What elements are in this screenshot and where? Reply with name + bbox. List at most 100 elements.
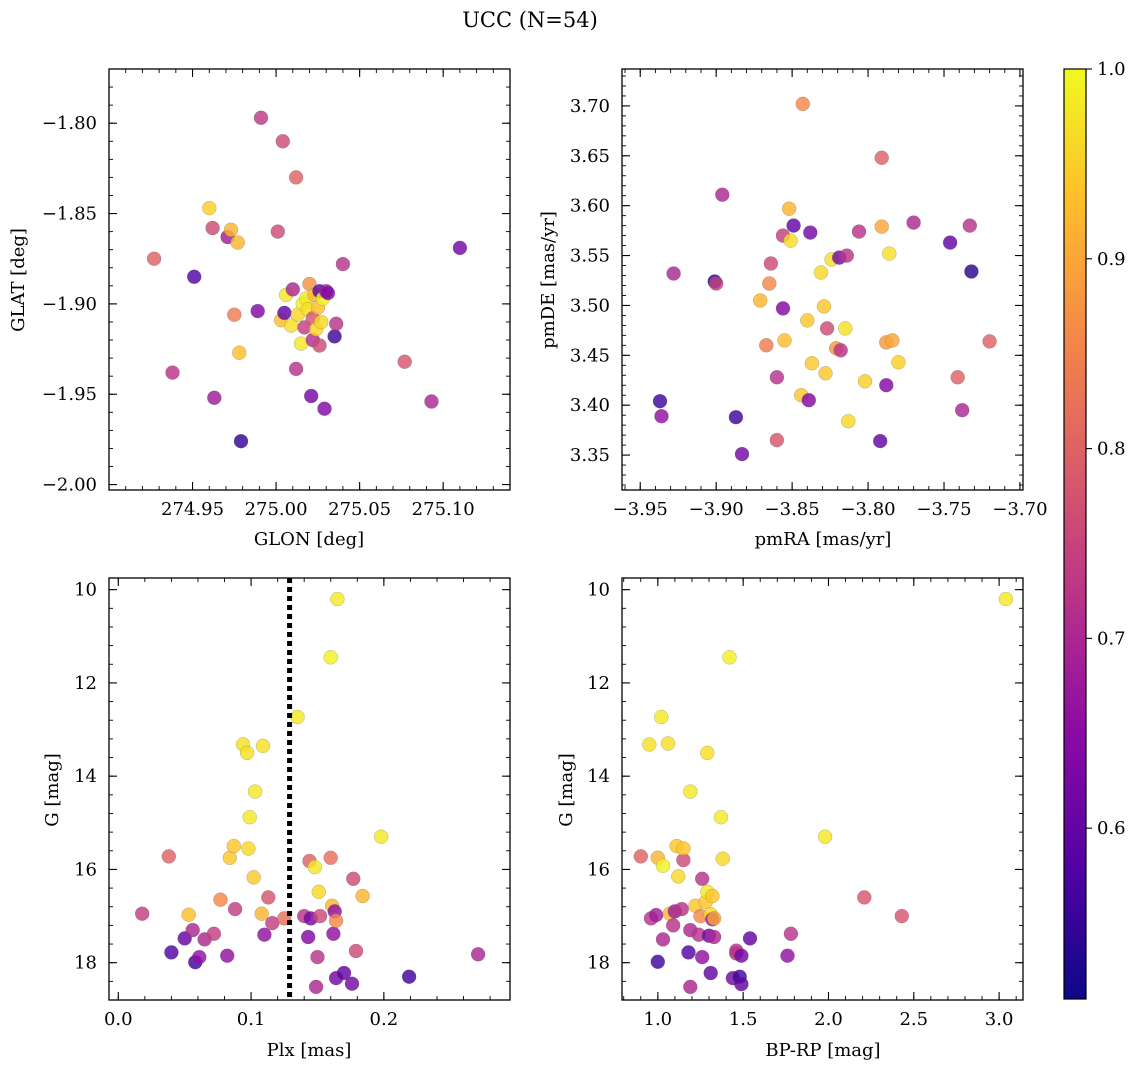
x-tick-label: 0.1 bbox=[237, 1009, 266, 1030]
data-point bbox=[759, 338, 774, 353]
data-point bbox=[819, 321, 835, 336]
data-point bbox=[134, 906, 150, 921]
panel-pmra-pmde: pmRA [mas/yr] pmDE [mas/yr] −3.95 −3.90 −3… bbox=[538, 68, 1048, 550]
data-point bbox=[253, 110, 269, 126]
axes-frame bbox=[621, 577, 1024, 1001]
data-point bbox=[683, 979, 698, 995]
data-point bbox=[261, 890, 276, 905]
data-point bbox=[857, 890, 872, 905]
data-point bbox=[660, 736, 676, 751]
data-point bbox=[777, 333, 792, 348]
data-point bbox=[397, 354, 412, 369]
data-point bbox=[242, 810, 257, 825]
data-point bbox=[763, 256, 779, 271]
y-tick-label: 16 bbox=[74, 859, 97, 880]
y-tick-label: −1.85 bbox=[42, 204, 97, 225]
data-point bbox=[964, 264, 979, 279]
data-point bbox=[786, 218, 801, 233]
y-tick-label: −1.90 bbox=[42, 294, 97, 315]
data-point bbox=[241, 841, 256, 856]
data-point bbox=[894, 908, 909, 924]
data-point bbox=[329, 316, 344, 331]
data-point bbox=[813, 265, 829, 280]
data-point bbox=[742, 931, 758, 946]
data-point bbox=[891, 355, 906, 370]
x-axis-label: BP-RP [mag] bbox=[765, 1040, 880, 1061]
data-point bbox=[817, 829, 833, 844]
data-point bbox=[839, 248, 854, 263]
y-tick-label: 18 bbox=[74, 953, 97, 974]
data-point bbox=[695, 949, 710, 965]
data-point bbox=[326, 926, 341, 941]
data-point bbox=[816, 299, 832, 314]
y-tick-label: 12 bbox=[587, 673, 610, 694]
data-point bbox=[709, 276, 724, 291]
data-point bbox=[233, 434, 249, 449]
data-point bbox=[681, 945, 696, 960]
data-point bbox=[783, 233, 798, 248]
x-tick-label: −3.80 bbox=[840, 499, 895, 520]
data-point bbox=[452, 240, 468, 256]
data-point bbox=[247, 784, 263, 799]
x-tick-label: −3.90 bbox=[689, 499, 744, 520]
data-point bbox=[998, 591, 1014, 607]
data-point bbox=[874, 150, 889, 166]
data-point bbox=[715, 851, 730, 866]
data-point bbox=[277, 305, 292, 321]
y-tick-label: 10 bbox=[587, 580, 610, 601]
y-tick-label: 3.45 bbox=[570, 345, 610, 366]
data-point bbox=[882, 246, 897, 261]
data-point bbox=[734, 948, 749, 963]
data-point bbox=[800, 313, 815, 328]
data-point bbox=[327, 329, 342, 344]
x-tick-label: 275.05 bbox=[328, 499, 391, 520]
data-point bbox=[906, 215, 921, 230]
data-point bbox=[164, 945, 179, 960]
data-point bbox=[355, 888, 370, 904]
data-point bbox=[982, 334, 997, 349]
y-tick-label: 10 bbox=[74, 580, 97, 601]
axes-frame bbox=[108, 577, 511, 1001]
data-point bbox=[962, 218, 977, 233]
data-point bbox=[246, 870, 261, 885]
data-point bbox=[310, 949, 325, 965]
data-point bbox=[146, 251, 162, 266]
data-point bbox=[654, 709, 669, 725]
y-tick-label: 14 bbox=[587, 766, 610, 787]
x-axis-label: pmRA [mas/yr] bbox=[755, 529, 892, 550]
scatter-points bbox=[146, 110, 468, 449]
colorbar-tick-label: 1.0 bbox=[1097, 59, 1126, 80]
data-point bbox=[165, 365, 180, 380]
data-point bbox=[323, 850, 338, 865]
data-point bbox=[652, 394, 668, 409]
data-point bbox=[633, 849, 648, 864]
data-point bbox=[857, 374, 873, 389]
data-point bbox=[700, 745, 715, 761]
data-point bbox=[818, 366, 833, 381]
y-tick-label: 3.70 bbox=[570, 96, 610, 117]
data-point bbox=[833, 343, 848, 358]
data-point bbox=[753, 293, 768, 308]
data-point bbox=[186, 269, 202, 284]
data-point bbox=[804, 356, 820, 371]
data-point bbox=[401, 969, 417, 984]
y-axis-label: GLAT [deg] bbox=[8, 228, 29, 332]
y-axis-label: G [mag] bbox=[556, 753, 577, 826]
data-point bbox=[219, 948, 235, 963]
data-point bbox=[841, 414, 856, 429]
y-tick-label: 16 bbox=[587, 859, 610, 880]
data-point bbox=[311, 884, 326, 899]
data-point bbox=[874, 219, 889, 234]
data-point bbox=[308, 979, 324, 995]
x-tick-label: 275.10 bbox=[412, 499, 475, 520]
x-tick-label: 275.00 bbox=[245, 499, 308, 520]
x-tick-label: 3.0 bbox=[985, 1009, 1014, 1030]
data-point bbox=[317, 401, 332, 416]
scatter-points bbox=[633, 591, 1014, 995]
data-point bbox=[374, 829, 389, 844]
scatter-points bbox=[652, 96, 997, 462]
data-point bbox=[307, 859, 322, 875]
data-point bbox=[728, 410, 744, 425]
colorbar-tick-label: 0.9 bbox=[1097, 249, 1126, 270]
data-point bbox=[879, 378, 894, 393]
